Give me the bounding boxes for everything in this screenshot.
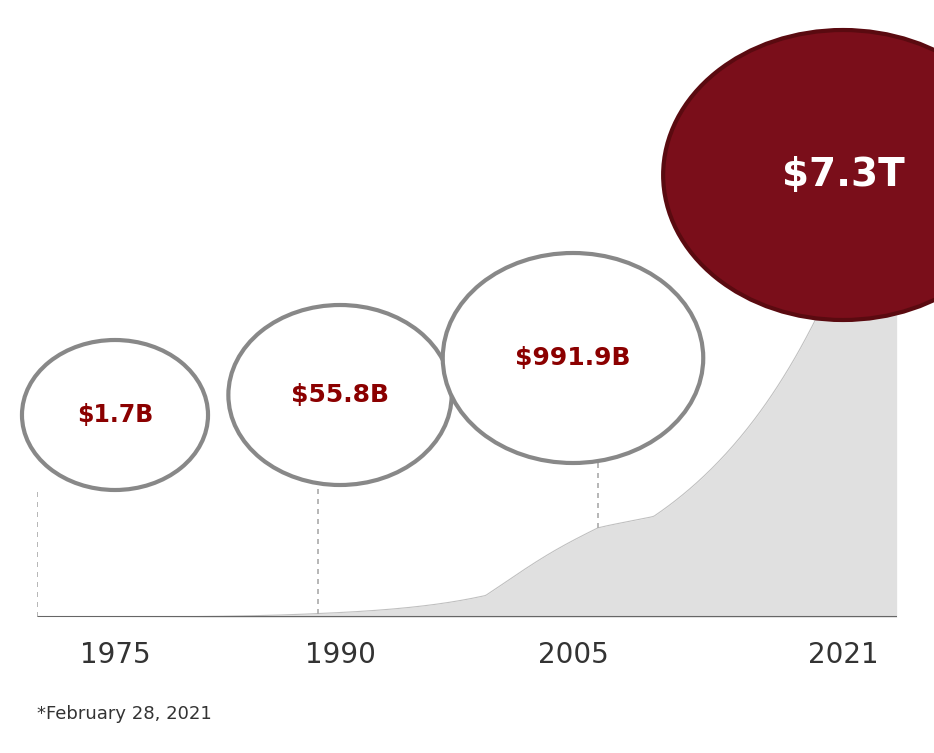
Text: $991.9B: $991.9B	[516, 346, 630, 370]
Text: *February 28, 2021: *February 28, 2021	[37, 705, 212, 723]
Text: $55.8B: $55.8B	[291, 383, 389, 407]
Text: $1.7B: $1.7B	[77, 403, 153, 427]
Text: 1975: 1975	[79, 641, 150, 669]
Text: 2021: 2021	[808, 641, 878, 669]
Text: $7.3T: $7.3T	[782, 156, 904, 194]
Text: 1990: 1990	[304, 641, 375, 669]
Text: 2005: 2005	[538, 641, 608, 669]
